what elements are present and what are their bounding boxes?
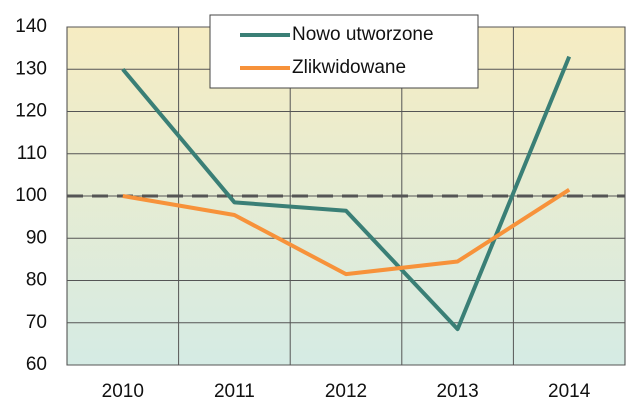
legend-box — [209, 14, 479, 89]
x-tick-label: 2012 — [325, 381, 367, 401]
x-tick-label: 2010 — [102, 381, 144, 401]
y-tick-label: 140 — [15, 16, 47, 37]
x-tick-label: 2011 — [214, 381, 255, 401]
y-tick-label: 130 — [15, 58, 47, 79]
y-tick-label: 120 — [15, 101, 47, 122]
legend-label: Zlikwidowane — [292, 57, 406, 78]
y-tick-label: 60 — [26, 354, 47, 375]
y-tick-label: 110 — [17, 143, 47, 164]
y-tick-label: 70 — [26, 312, 47, 333]
series-line — [122, 187, 571, 277]
y-tick-label: 90 — [26, 227, 47, 248]
x-tick-label: 2013 — [436, 381, 478, 401]
y-tick-label: 80 — [26, 270, 47, 291]
y-tick-label: 100 — [15, 185, 47, 206]
x-tick-label: 2014 — [548, 381, 591, 401]
legend-label: Nowo utworzone — [292, 24, 434, 45]
